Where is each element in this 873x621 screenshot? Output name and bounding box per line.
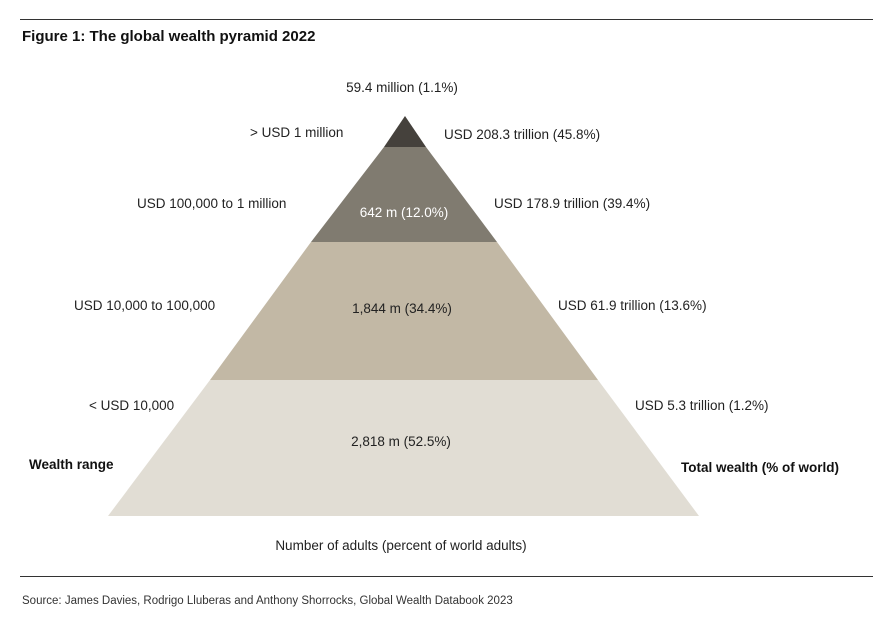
pyramid-tier-lower-middle [210,242,598,380]
figure-title: Figure 1: The global wealth pyramid 2022 [22,28,316,45]
bottom-rule [20,576,873,577]
tier-lower-middle-total-wealth-label: USD 61.9 trillion (13.6%) [558,298,707,313]
wealth-range-axis-label: Wealth range [29,457,114,472]
top-rule [20,19,873,20]
tier-upper-middle-total-wealth-label: USD 178.9 trillion (39.4%) [494,196,651,211]
tier-upper-middle-adults-label: 642 m (12.0%) [359,205,449,220]
tier-top-wealth-range-label: > USD 1 million [250,125,344,140]
pyramid-tier-base [108,380,699,516]
tier-upper-middle-wealth-range-label: USD 100,000 to 1 million [137,196,287,211]
adults-axis-label: Number of adults (percent of world adult… [275,538,527,553]
source-note: Source: James Davies, Rodrigo Lluberas a… [22,595,513,607]
tier-base-wealth-range-label: < USD 10,000 [89,398,175,413]
total-wealth-axis-label: Total wealth (% of world) [681,460,839,475]
tier-top-adults-label: 59.4 million (1.1%) [346,80,458,95]
tier-lower-middle-adults-label: 1,844 m (34.4%) [352,301,452,316]
pyramid-tier-upper-middle [311,147,497,242]
tier-base-total-wealth-label: USD 5.3 trillion (1.2%) [635,398,769,413]
tier-top-total-wealth-label: USD 208.3 trillion (45.8%) [444,127,601,142]
tier-lower-middle-wealth-range-label: USD 10,000 to 100,000 [74,298,216,313]
tier-base-adults-label: 2,818 m (52.5%) [351,434,451,449]
pyramid-tier-top [384,116,426,147]
